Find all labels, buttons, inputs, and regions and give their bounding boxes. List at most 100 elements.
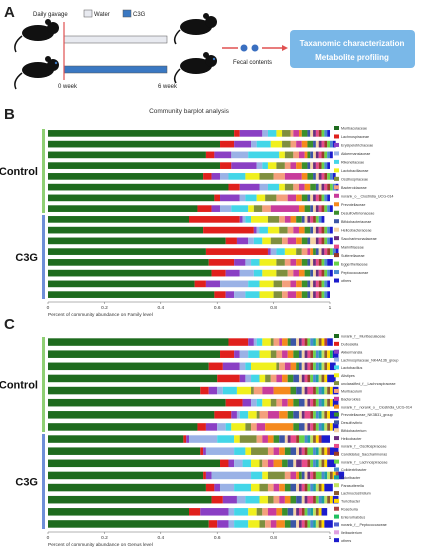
bar-segment — [259, 374, 266, 383]
bar-segment — [256, 423, 266, 431]
legend-label: Bifidobacteriaceae — [341, 220, 371, 224]
bar-segment — [324, 151, 328, 159]
bar-segment — [293, 459, 297, 468]
bar-segment — [310, 398, 314, 407]
bar-segment — [220, 280, 249, 288]
bar-segment — [211, 471, 252, 480]
bar-segment — [321, 338, 325, 346]
bar-segment — [245, 423, 252, 431]
bar-segment — [307, 374, 311, 383]
bar-segment — [321, 386, 325, 395]
bar-segment — [265, 374, 271, 383]
bar-segment — [205, 483, 215, 492]
bar-segment — [276, 374, 283, 383]
bar-segment — [324, 374, 328, 383]
bar-segment — [287, 291, 297, 298]
bar-segment — [324, 386, 328, 395]
bar-segment — [220, 350, 235, 358]
bar-segment — [276, 162, 285, 169]
bar-segment — [330, 423, 333, 431]
legend-label: Marinifilaceae — [341, 245, 364, 249]
bar-segment — [267, 216, 280, 223]
fecal-dot-icon — [240, 44, 248, 52]
bar-segment — [304, 398, 308, 407]
bar-segment — [234, 508, 249, 516]
bar-segment — [324, 362, 328, 371]
bar-segment — [296, 362, 299, 371]
bar-segment — [318, 374, 322, 383]
bar-segment — [313, 269, 316, 277]
bar-segment — [203, 447, 206, 455]
bar-segment — [324, 248, 328, 255]
bar-segment — [307, 237, 311, 245]
bar-segment — [318, 520, 322, 528]
bar-segment — [296, 520, 299, 528]
bar-segment — [313, 423, 316, 431]
bar-segment — [259, 280, 274, 288]
legend-swatch — [334, 357, 339, 362]
bar-segment — [318, 447, 322, 455]
bar-segment — [301, 411, 305, 419]
bar-segment — [284, 483, 291, 492]
bar-segment — [251, 447, 268, 455]
bar-segment — [273, 173, 285, 180]
bar-segment — [310, 471, 314, 480]
bar-segment — [214, 483, 221, 492]
bar-segment — [298, 447, 302, 455]
bar-segment — [293, 350, 299, 358]
x-tick-label: 0.6 — [214, 535, 221, 541]
bar-segment — [324, 140, 328, 148]
bar-segment — [321, 269, 325, 277]
bar-segment — [307, 291, 311, 298]
bar-segment — [304, 374, 308, 383]
bar-segment — [324, 130, 328, 137]
bar-segment — [220, 205, 232, 212]
bar-segment — [270, 398, 277, 407]
bar-segment — [324, 291, 328, 298]
bar-segment — [310, 435, 314, 443]
bar-segment — [310, 248, 314, 255]
bar-segment — [231, 205, 249, 212]
bar-segment — [301, 447, 305, 455]
bar-segment — [315, 140, 319, 148]
group-label: Control — [0, 380, 38, 392]
bar-segment — [48, 162, 221, 169]
bar-segment — [327, 183, 330, 191]
bar-segment — [284, 151, 294, 159]
bar-segment — [276, 248, 285, 255]
bar-segment — [321, 216, 325, 223]
bar-segment — [321, 151, 325, 159]
bar-segment — [296, 216, 302, 223]
bar-segment — [321, 374, 325, 383]
bar-segment — [293, 151, 299, 159]
bar-segment — [251, 386, 254, 395]
bar-segment — [301, 173, 308, 180]
bar-segment — [324, 237, 328, 245]
bar-segment — [256, 338, 263, 346]
bar-segment — [315, 483, 319, 492]
bar-segment — [307, 248, 311, 255]
bar-segment — [234, 350, 240, 358]
bar-segment — [318, 183, 322, 191]
bar-segment — [324, 520, 333, 528]
bar-segment — [307, 520, 311, 528]
bar-segment — [318, 459, 322, 468]
legend-swatch — [334, 451, 339, 456]
bar-segment — [276, 259, 285, 266]
legend-swatch — [334, 491, 339, 496]
bar-segment — [313, 374, 316, 383]
bar-segment — [287, 435, 291, 443]
mouse-icon — [173, 52, 217, 84]
legend-label: Enterorhabdus — [341, 515, 365, 519]
bar-segment — [315, 226, 319, 234]
bar-segment — [315, 130, 319, 137]
bar-segment — [318, 259, 322, 266]
bar-segment — [284, 259, 291, 266]
bar-segment — [267, 435, 274, 443]
bar-segment — [315, 459, 319, 468]
bar-segment — [48, 495, 212, 504]
bar-segment — [197, 205, 212, 212]
bar-segment — [315, 423, 319, 431]
bar-segment — [318, 398, 322, 407]
legend-label: Lachnoclostridium — [341, 492, 371, 496]
